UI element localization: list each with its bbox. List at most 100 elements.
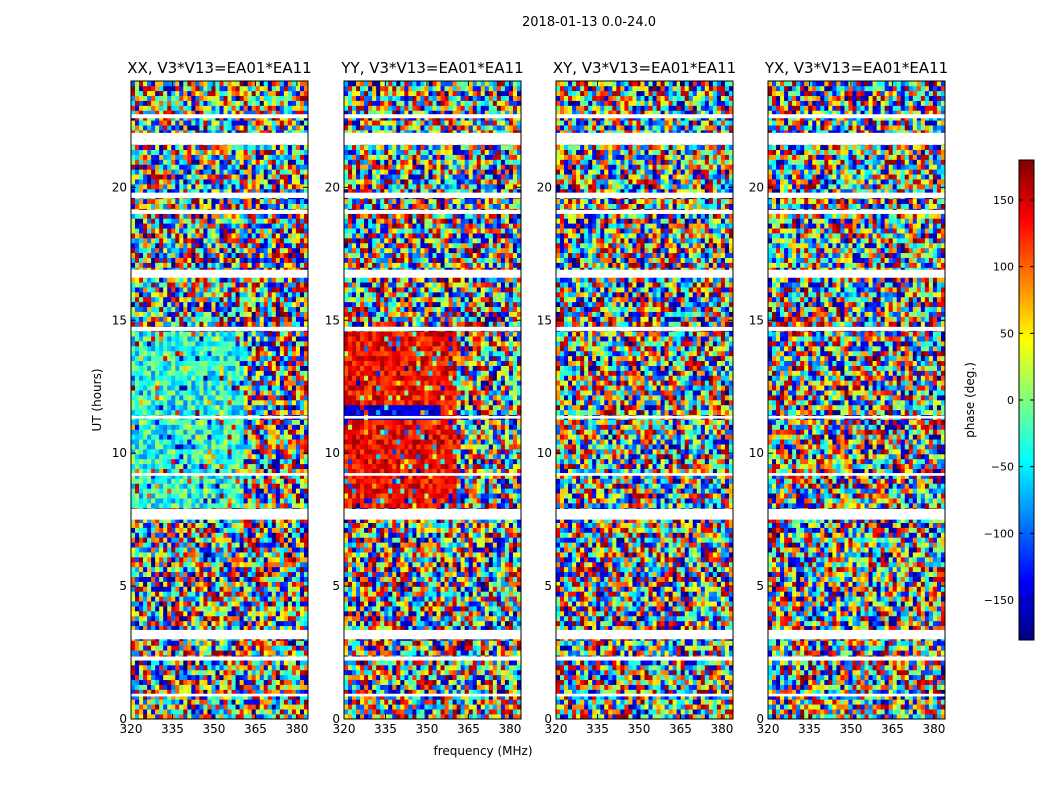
heatmap-cell	[239, 164, 244, 170]
heatmap-cell	[287, 429, 293, 435]
heatmap-cell	[159, 252, 164, 258]
heatmap-cell	[239, 355, 244, 362]
heatmap-cell	[179, 238, 184, 244]
heatmap-cell	[235, 694, 240, 700]
heatmap-cell	[291, 341, 297, 347]
heatmap-cell	[155, 395, 160, 401]
heatmap-cell	[159, 542, 164, 548]
heatmap-cell	[291, 434, 297, 440]
heatmap-cell	[303, 699, 309, 705]
heatmap-cell	[239, 169, 244, 175]
heatmap-cell	[195, 419, 200, 425]
heatmap-cell	[135, 424, 140, 430]
heatmap-cell	[143, 709, 148, 715]
heatmap-cell	[231, 198, 236, 204]
heatmap-cell	[287, 640, 293, 646]
heatmap-cell	[131, 360, 136, 366]
heatmap-cell	[223, 409, 228, 416]
heatmap-cell	[255, 429, 261, 435]
heatmap-cell	[299, 552, 305, 558]
heatmap-cell	[147, 238, 152, 244]
heatmap-cell	[239, 650, 244, 656]
heatmap-cell	[135, 689, 140, 695]
heatmap-cell	[191, 350, 196, 357]
heatmap-cell	[219, 306, 224, 312]
heatmap-cell	[259, 473, 265, 479]
heatmap-cell	[299, 184, 305, 190]
heatmap-cell	[303, 233, 309, 239]
heatmap-cell	[151, 669, 156, 676]
heatmap-cell	[279, 503, 285, 509]
heatmap-cell	[187, 689, 192, 695]
heatmap-cell	[243, 228, 248, 234]
heatmap-cell	[155, 198, 160, 204]
heatmap-cell	[151, 370, 156, 376]
heatmap-cell	[227, 552, 232, 558]
heatmap-cell	[131, 586, 136, 592]
heatmap-cell	[191, 537, 196, 543]
heatmap-cell	[243, 591, 248, 597]
heatmap-cell	[263, 380, 269, 386]
heatmap-cell	[283, 527, 289, 533]
heatmap-cell	[147, 576, 152, 582]
heatmap-cell	[195, 493, 200, 499]
heatmap-cell	[203, 547, 208, 553]
heatmap-cell	[135, 650, 140, 656]
heatmap-cell	[287, 277, 293, 283]
heatmap-cell	[159, 493, 164, 499]
heatmap-cell	[255, 444, 261, 450]
heatmap-cell	[179, 620, 184, 627]
heatmap-cell	[179, 694, 184, 700]
heatmap-cell	[167, 557, 172, 563]
heatmap-cell	[239, 596, 244, 602]
heatmap-cell	[179, 179, 184, 185]
heatmap-cell	[163, 247, 168, 254]
heatmap-cell	[283, 684, 289, 690]
heatmap-cell	[223, 473, 228, 479]
heatmap-cell	[247, 571, 252, 577]
heatmap-cell	[247, 660, 252, 666]
heatmap-cell	[255, 355, 261, 362]
heatmap-cell	[155, 488, 160, 494]
heatmap-cell	[239, 458, 244, 465]
heatmap-cell	[303, 488, 309, 494]
heatmap-cell	[287, 483, 293, 489]
heatmap-cell	[231, 238, 236, 244]
heatmap-cell	[131, 517, 136, 523]
heatmap-cell	[195, 238, 200, 244]
heatmap-cell	[151, 159, 156, 165]
heatmap-cell	[135, 404, 140, 411]
heatmap-cell	[167, 645, 172, 651]
heatmap-cell	[143, 591, 148, 597]
heatmap-cell	[187, 306, 192, 312]
heatmap-cell	[299, 174, 305, 180]
heatmap-cell	[195, 346, 200, 352]
heatmap-cell	[299, 400, 305, 406]
heatmap-cell	[295, 522, 301, 528]
heatmap-cell	[299, 404, 305, 411]
heatmap-cell	[243, 483, 248, 489]
heatmap-cell	[211, 301, 216, 308]
heatmap-cell	[227, 419, 232, 425]
heatmap-cell	[275, 179, 281, 185]
heatmap-cell	[183, 444, 188, 450]
heatmap-cell	[271, 350, 277, 357]
heatmap-cell	[199, 375, 204, 381]
heatmap-cell	[155, 620, 160, 627]
heatmap-cell	[155, 714, 160, 720]
heatmap-cell	[251, 571, 256, 577]
heatmap-cell	[203, 606, 208, 612]
heatmap-cell	[283, 296, 289, 303]
heatmap-cell	[151, 390, 156, 396]
heatmap-cell	[195, 188, 200, 195]
heatmap-cell	[271, 169, 277, 175]
heatmap-cell	[275, 679, 281, 685]
heatmap-cell	[263, 188, 269, 195]
heatmap-cell	[139, 174, 144, 180]
heatmap-cell	[275, 561, 281, 568]
heatmap-cell	[195, 198, 200, 204]
heatmap-cell	[139, 262, 144, 268]
heatmap-cell	[191, 714, 196, 720]
heatmap-cell	[163, 331, 168, 337]
heatmap-cell	[159, 596, 164, 602]
